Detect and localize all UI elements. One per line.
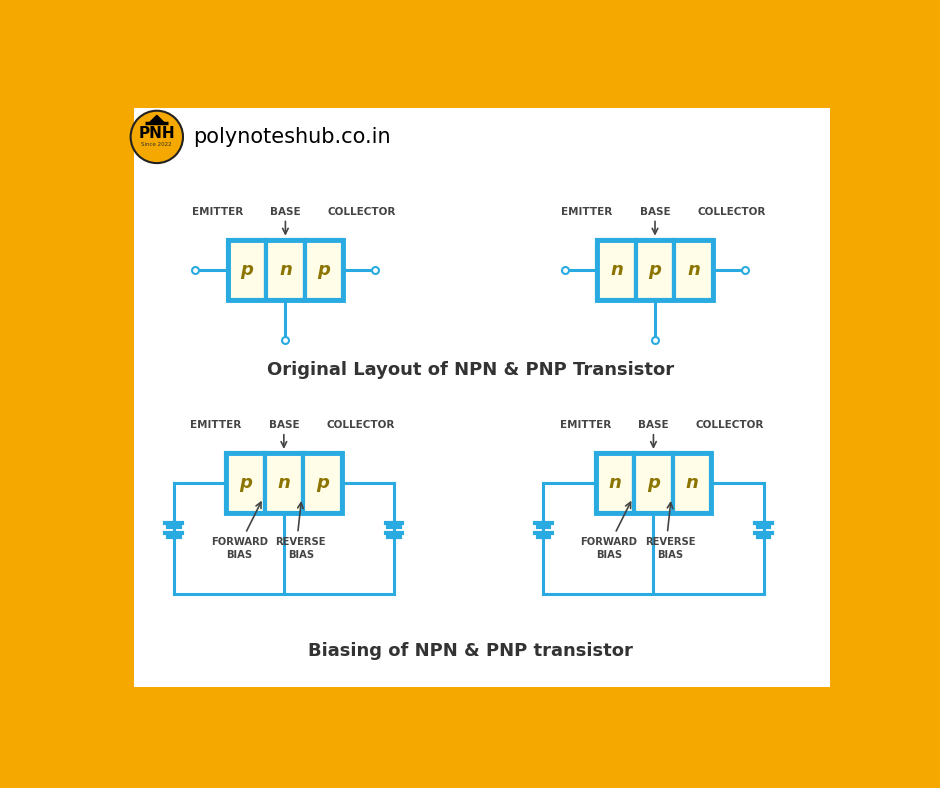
Bar <box>303 453 341 514</box>
Text: COLLECTOR: COLLECTOR <box>697 207 766 217</box>
Text: p: p <box>649 261 662 279</box>
Bar <box>265 453 303 514</box>
Bar <box>227 453 265 514</box>
Bar <box>597 240 635 300</box>
Bar <box>227 453 341 514</box>
Text: BASE: BASE <box>638 420 668 430</box>
Bar <box>635 240 674 300</box>
Text: p: p <box>318 261 330 279</box>
Text: n: n <box>610 261 623 279</box>
Text: Since 2022: Since 2022 <box>142 142 172 147</box>
Bar <box>227 240 343 300</box>
Polygon shape <box>149 115 164 123</box>
Text: FORWARD
BIAS: FORWARD BIAS <box>580 537 637 559</box>
Text: EMITTER: EMITTER <box>190 420 242 430</box>
Text: n: n <box>279 261 291 279</box>
Text: COLLECTOR: COLLECTOR <box>326 420 395 430</box>
Bar <box>266 240 305 300</box>
Bar <box>674 240 713 300</box>
Text: REVERSE
BIAS: REVERSE BIAS <box>275 537 326 559</box>
Text: polynoteshub.co.in: polynoteshub.co.in <box>193 127 391 147</box>
Text: n: n <box>687 261 700 279</box>
Text: FORWARD
BIAS: FORWARD BIAS <box>211 537 268 559</box>
Bar <box>634 453 673 514</box>
Text: p: p <box>316 474 329 492</box>
Text: p: p <box>239 474 252 492</box>
Bar <box>673 453 712 514</box>
Text: p: p <box>241 261 254 279</box>
Bar <box>596 453 635 514</box>
Bar <box>597 240 713 300</box>
Text: COLLECTOR: COLLECTOR <box>696 420 764 430</box>
Circle shape <box>131 111 183 163</box>
Bar <box>305 240 343 300</box>
Text: Original Layout of NPN & PNP Transistor: Original Layout of NPN & PNP Transistor <box>267 361 674 379</box>
Text: PNH: PNH <box>138 126 175 141</box>
Text: Biasing of NPN & PNP transistor: Biasing of NPN & PNP transistor <box>307 641 633 660</box>
Text: BASE: BASE <box>270 207 301 217</box>
Text: n: n <box>277 474 290 492</box>
Text: REVERSE
BIAS: REVERSE BIAS <box>645 537 696 559</box>
Text: n: n <box>608 474 621 492</box>
Bar <box>596 453 712 514</box>
Text: BASE: BASE <box>269 420 299 430</box>
Text: EMITTER: EMITTER <box>192 207 243 217</box>
Text: BASE: BASE <box>640 207 670 217</box>
Text: EMITTER: EMITTER <box>561 207 613 217</box>
Text: EMITTER: EMITTER <box>560 420 611 430</box>
Bar <box>227 240 266 300</box>
Text: COLLECTOR: COLLECTOR <box>328 207 396 217</box>
Text: p: p <box>647 474 660 492</box>
Text: n: n <box>685 474 698 492</box>
